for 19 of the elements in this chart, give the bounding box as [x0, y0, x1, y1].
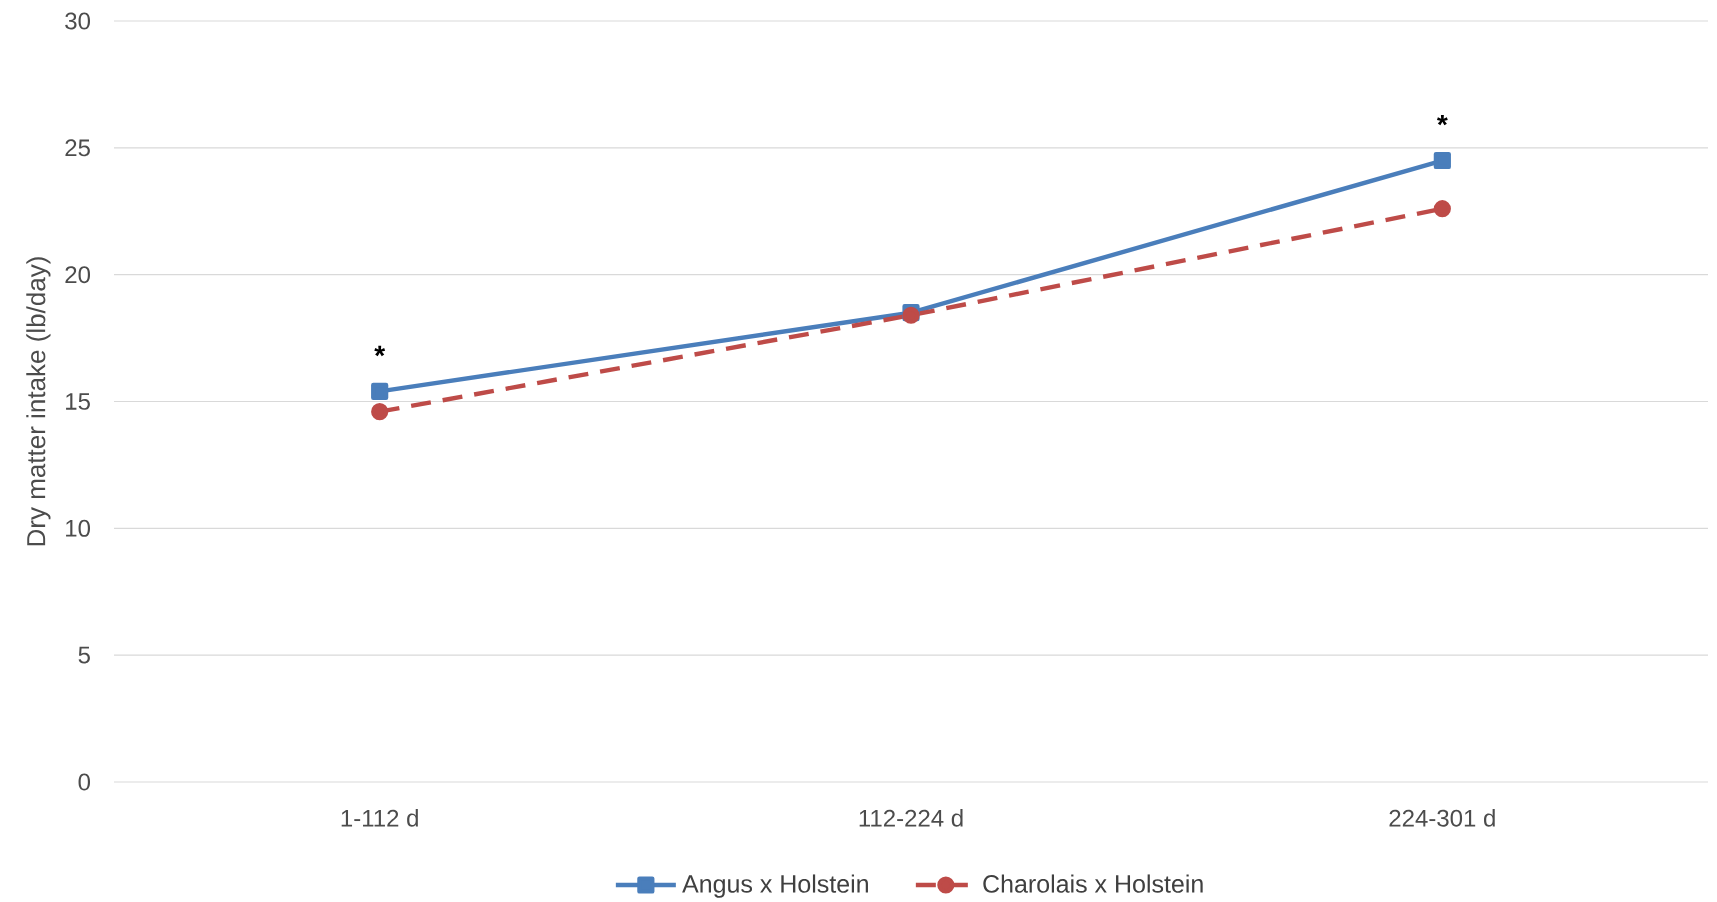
x-tick-label: 1-112 d — [341, 809, 418, 827]
x-tick-label: 112-224 d — [859, 809, 963, 827]
y-tick-label: 25 — [65, 139, 90, 157]
annotation: * — [374, 345, 386, 357]
legend-label: Charolais x Holstein — [983, 874, 1203, 893]
y-tick-label: 10 — [66, 519, 91, 537]
y-tick-label: 0 — [78, 773, 91, 791]
point — [371, 382, 389, 400]
y-tick-label: 15 — [66, 393, 90, 410]
legend-label: Angus x Holstein — [682, 874, 868, 898]
x-tick-label: 224-301 d — [1389, 809, 1495, 827]
point — [1433, 151, 1451, 170]
point — [371, 403, 389, 421]
y-axis-title: Dry matter intake (lb/day) — [26, 257, 51, 546]
y-tick-label: 20 — [65, 266, 91, 284]
point — [1433, 200, 1451, 218]
annotation: * — [1436, 114, 1448, 126]
y-tick-label: 30 — [65, 12, 91, 30]
y-tick-label: 5 — [78, 646, 90, 664]
